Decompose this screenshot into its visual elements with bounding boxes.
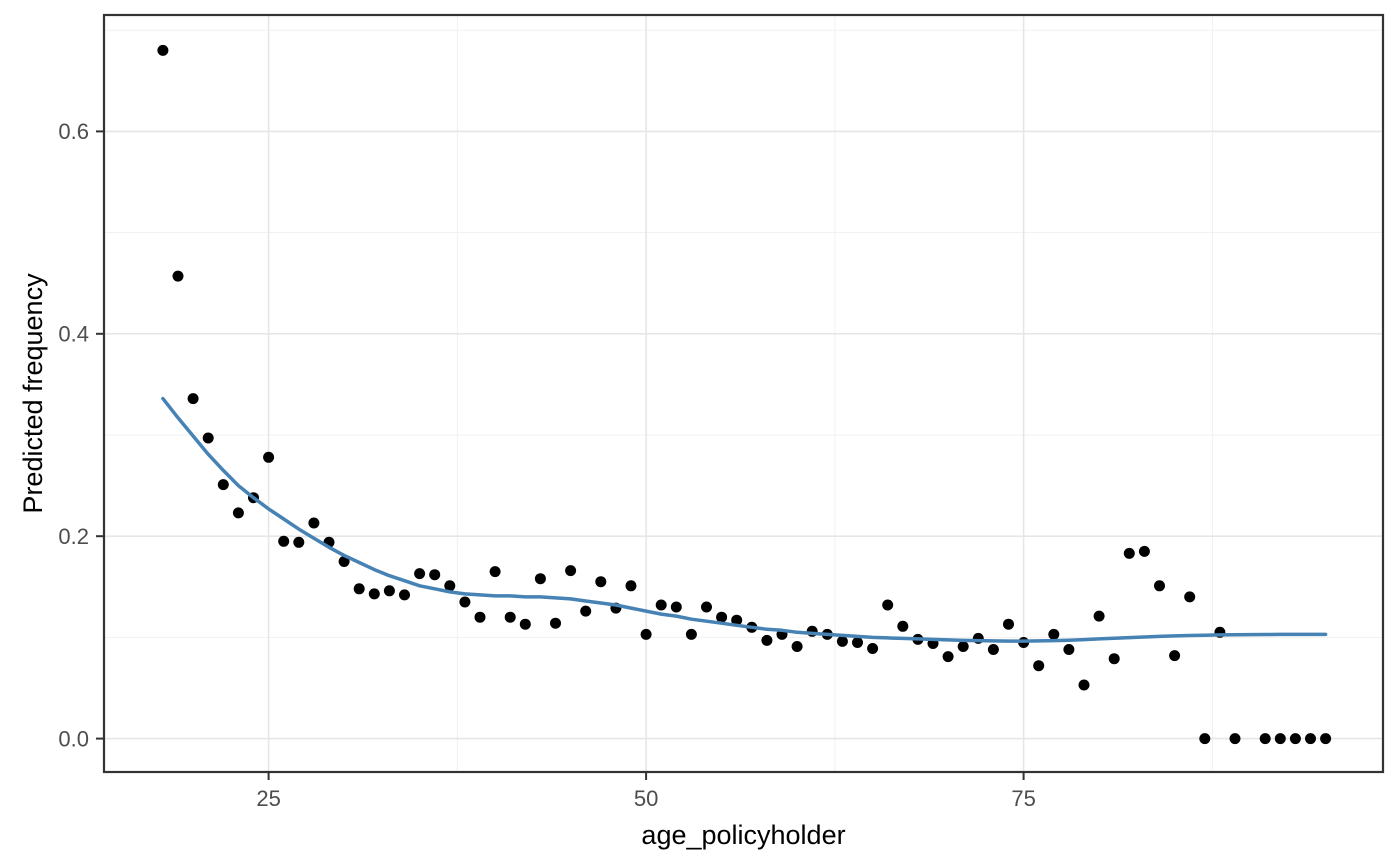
data-point bbox=[1138, 545, 1150, 557]
data-point bbox=[399, 589, 410, 601]
data-point bbox=[232, 507, 244, 519]
data-point bbox=[1305, 733, 1316, 745]
data-point bbox=[761, 634, 773, 646]
y-tick-label: 0.4 bbox=[58, 322, 89, 347]
data-point bbox=[987, 644, 999, 655]
data-point bbox=[217, 479, 229, 491]
data-point bbox=[1289, 733, 1301, 745]
data-point bbox=[414, 568, 426, 580]
smooth-line bbox=[161, 396, 1328, 643]
panel-layer bbox=[104, 15, 1383, 772]
data-point bbox=[1199, 733, 1211, 745]
data-point bbox=[1003, 618, 1014, 630]
data-point bbox=[474, 611, 486, 623]
data-point bbox=[731, 614, 743, 626]
data-point bbox=[338, 556, 350, 567]
y-tick-label: 0.2 bbox=[58, 524, 89, 549]
data-point bbox=[308, 517, 320, 529]
panel-border bbox=[102, 13, 1385, 774]
data-point bbox=[504, 611, 516, 623]
data-point bbox=[1063, 644, 1075, 655]
data-point bbox=[1123, 547, 1135, 559]
tick-labels-layer: 25 50 75 0.0 0.2 0.4 0.6 bbox=[58, 119, 1035, 811]
data-point bbox=[1229, 733, 1241, 745]
data-point bbox=[1169, 650, 1181, 662]
data-point bbox=[444, 580, 456, 592]
data-point bbox=[353, 583, 365, 595]
data-point bbox=[836, 635, 848, 647]
x-tick-label: 25 bbox=[256, 786, 280, 811]
x-tick-label: 50 bbox=[634, 786, 658, 811]
data-point bbox=[459, 596, 471, 608]
data-point bbox=[791, 641, 803, 652]
data-point bbox=[383, 585, 395, 597]
data-point bbox=[263, 451, 275, 463]
panel-border-layer bbox=[102, 13, 1385, 774]
data-point bbox=[701, 601, 712, 613]
data-point bbox=[489, 566, 501, 578]
y-tick-label: 0.0 bbox=[58, 726, 89, 751]
data-point bbox=[565, 565, 577, 577]
data-point bbox=[685, 628, 697, 640]
x-tick-label: 75 bbox=[1011, 786, 1035, 811]
axis-ticks-layer bbox=[96, 130, 1025, 780]
data-point bbox=[157, 44, 169, 56]
data-point bbox=[550, 617, 561, 629]
smooth-layer bbox=[161, 396, 1328, 643]
data-point bbox=[882, 599, 894, 611]
data-point bbox=[1320, 733, 1332, 745]
data-point bbox=[1184, 591, 1196, 603]
panel-background bbox=[104, 15, 1383, 772]
data-point bbox=[1108, 653, 1120, 665]
data-point bbox=[716, 611, 728, 623]
data-point bbox=[1033, 660, 1045, 672]
data-point bbox=[519, 618, 531, 630]
data-point bbox=[655, 599, 667, 611]
y-tick-label: 0.6 bbox=[58, 119, 89, 144]
data-point bbox=[278, 535, 290, 547]
data-point bbox=[595, 576, 607, 588]
data-point bbox=[534, 573, 546, 585]
data-point bbox=[867, 643, 879, 654]
data-point bbox=[368, 588, 380, 600]
data-point bbox=[1048, 628, 1060, 640]
data-point bbox=[580, 605, 592, 617]
data-point bbox=[1274, 733, 1286, 745]
data-point bbox=[957, 641, 969, 652]
data-point bbox=[625, 580, 637, 592]
y-axis-title: Predicted frequency bbox=[18, 273, 48, 514]
data-point bbox=[852, 637, 863, 648]
data-point bbox=[293, 536, 305, 548]
data-point bbox=[640, 628, 652, 640]
data-point bbox=[1078, 679, 1090, 691]
data-point bbox=[942, 651, 954, 663]
data-point bbox=[172, 270, 184, 282]
points-layer bbox=[157, 44, 1332, 745]
x-axis-title: age_policyholder bbox=[641, 820, 845, 850]
data-point bbox=[897, 620, 909, 632]
data-point bbox=[187, 393, 199, 405]
data-point bbox=[1154, 580, 1165, 592]
data-point bbox=[1093, 610, 1105, 622]
data-point bbox=[670, 601, 682, 613]
data-point bbox=[429, 569, 441, 581]
data-point bbox=[202, 432, 214, 444]
data-point bbox=[1259, 733, 1271, 745]
